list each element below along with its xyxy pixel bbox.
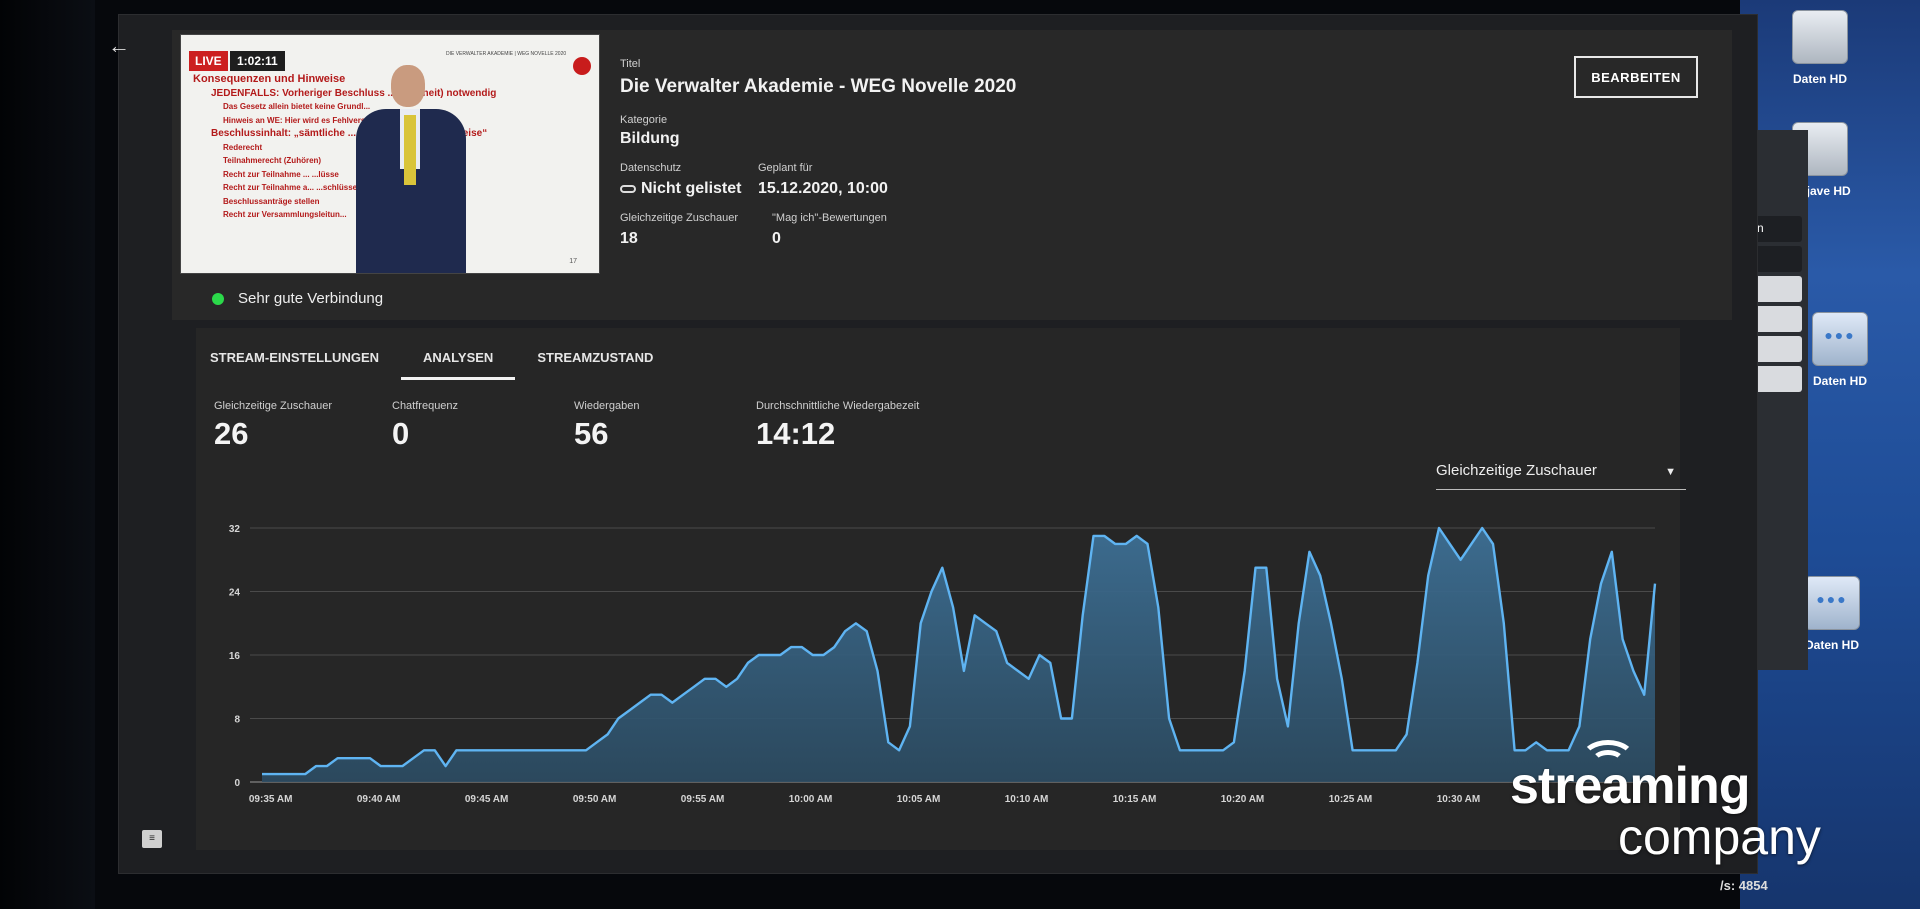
y-tick-label: 16 (229, 651, 241, 662)
slide-bullet: Recht zur Teilnahme ... ...lüsse (223, 169, 339, 179)
x-tick-label: 09:40 AM (357, 794, 401, 805)
tab-stream-health[interactable]: STREAMZUSTAND (537, 350, 654, 365)
x-tick-label: 09:55 AM (681, 794, 725, 805)
slide-bullet: Beschlussanträge stellen (223, 196, 320, 206)
slide-bullets: Konsequenzen und Hinweise JEDENFALLS: Vo… (193, 73, 496, 222)
slide-bullet: Hinweis an WE: Hier wird es Fehlverst...… (223, 115, 403, 125)
x-tick-label: 10:05 AM (897, 794, 941, 805)
stream-duration: 1:02:11 (230, 51, 285, 71)
desktop-disk-daten-hd-3[interactable]: Daten HD (1772, 576, 1892, 652)
slide-bullet: JEDENFALLS: Vorheriger Beschluss ... Meh… (211, 87, 497, 99)
title-label: Titel (620, 58, 641, 70)
slide-bullet: Rederecht (223, 142, 263, 152)
concurrent-label: Gleichzeitige Zuschauer (620, 212, 739, 224)
x-tick-label: 09:50 AM (573, 794, 617, 805)
slide-bullet: Recht zur Teilnahme a... ...schlüssen (223, 183, 363, 192)
stream-category: Bildung (620, 130, 680, 147)
tab-bar: STREAM-EINSTELLUNGEN ANALYSEN STREAMZUST… (210, 340, 675, 380)
y-tick-label: 8 (234, 715, 240, 726)
kpi-label: Gleichzeitige Zuschauer (214, 400, 333, 412)
kpi-label: Wiedergaben (574, 400, 640, 412)
likes-label: "Mag ich"-Bewertungen (772, 212, 887, 224)
hard-disk-icon (1792, 10, 1848, 64)
slide-header: DIE VERWALTER AKADEMIE | WEG NOVELLE 202… (446, 51, 567, 57)
status-dot-icon (212, 292, 224, 305)
stream-preview[interactable]: DIE VERWALTER AKADEMIE | WEG NOVELLE 202… (180, 34, 600, 274)
kpi-avg-watch-time: 14:12 (756, 416, 836, 451)
monitor-bezel (0, 0, 95, 909)
x-tick-label: 10:20 AM (1221, 794, 1265, 805)
back-arrow-icon[interactable]: ← (108, 33, 130, 58)
y-tick-label: 32 (229, 524, 241, 535)
x-tick-label: 10:00 AM (789, 794, 833, 805)
watermark-line-1: streaming (1510, 757, 1751, 815)
desktop-disk-daten-hd-1[interactable]: Daten HD (1760, 10, 1880, 86)
tab-stream-settings[interactable]: STREAM-EINSTELLUNGEN (210, 350, 379, 365)
network-drive-icon (1804, 576, 1860, 630)
category-label: Kategorie (620, 114, 668, 126)
network-drive-icon (1812, 312, 1868, 366)
background-status-text: /s: 4854 (1720, 878, 1768, 893)
desktop-disk-daten-hd-2[interactable]: Daten HD (1780, 312, 1900, 388)
kpi-concurrent-viewers: 26 (214, 416, 249, 451)
kpi-label: Chatfrequenz (392, 400, 459, 412)
edit-button[interactable]: BEARBEITEN (1574, 56, 1698, 98)
slide-page-number: 17 (569, 258, 577, 265)
y-tick-label: 0 (234, 778, 240, 789)
x-tick-label: 10:30 AM (1437, 794, 1481, 805)
concurrent-viewers: 18 (620, 230, 638, 247)
slide-bullet: Beschlussinhalt: „sämtliche ... ...chte … (211, 128, 488, 139)
live-badge: LIVE (189, 51, 228, 71)
connection-status: Sehr gute Verbindung (212, 290, 383, 307)
akademie-logo-icon (573, 57, 591, 75)
streaming-company-watermark: streaming company (1510, 740, 1821, 865)
privacy-label: Datenschutz (620, 162, 682, 174)
stream-info-card: DIE VERWALTER AKADEMIE | WEG NOVELLE 202… (172, 30, 1732, 320)
tab-analytics[interactable]: ANALYSEN (401, 340, 516, 380)
kpi-label: Durchschnittliche Wiedergabezeit (756, 400, 920, 412)
x-tick-label: 09:35 AM (249, 794, 293, 805)
kpi-views: 56 (574, 416, 609, 451)
series-area (262, 528, 1655, 782)
x-tick-label: 10:15 AM (1113, 794, 1157, 805)
kpi-chat-rate: 0 (392, 416, 410, 451)
viewers-chart: 0 8 16 24 32 09:35 AM 09:40 AM 09:45 AM 09:50 AM… (229, 524, 1657, 805)
slide-bullet: Recht zur Versammlungsleitun... (223, 210, 347, 219)
stream-scheduled: 15.12.2020, 10:00 (758, 180, 888, 197)
scheduled-label: Geplant für (758, 162, 813, 174)
caret-down-icon: ▼ (1665, 466, 1676, 478)
link-icon (620, 184, 636, 193)
speaker-figure (356, 65, 466, 273)
stream-title: Die Verwalter Akademie - WEG Novelle 202… (620, 76, 1017, 97)
watermark-line-2: company (1618, 809, 1821, 865)
broadcast-waves-icon (1578, 740, 1638, 770)
series-line[interactable] (262, 526, 1657, 776)
y-tick-label: 24 (229, 588, 241, 599)
x-tick-label: 09:45 AM (465, 794, 509, 805)
slide-bullet: Das Gesetz allein bietet keine Grundl... (223, 102, 371, 111)
metric-dropdown[interactable]: Gleichzeitige Zuschauer ▼ (1436, 462, 1686, 490)
x-tick-label: 10:25 AM (1329, 794, 1373, 805)
feedback-icon[interactable]: ≡ (142, 830, 162, 848)
slide-bullet: Konsequenzen und Hinweise (193, 73, 346, 85)
x-tick-label: 10:10 AM (1005, 794, 1049, 805)
stream-privacy: Nicht gelistet (620, 180, 741, 198)
slide-bullet: Teilnahmerecht (Zuhören) (223, 156, 322, 165)
likes-count: 0 (772, 230, 781, 247)
